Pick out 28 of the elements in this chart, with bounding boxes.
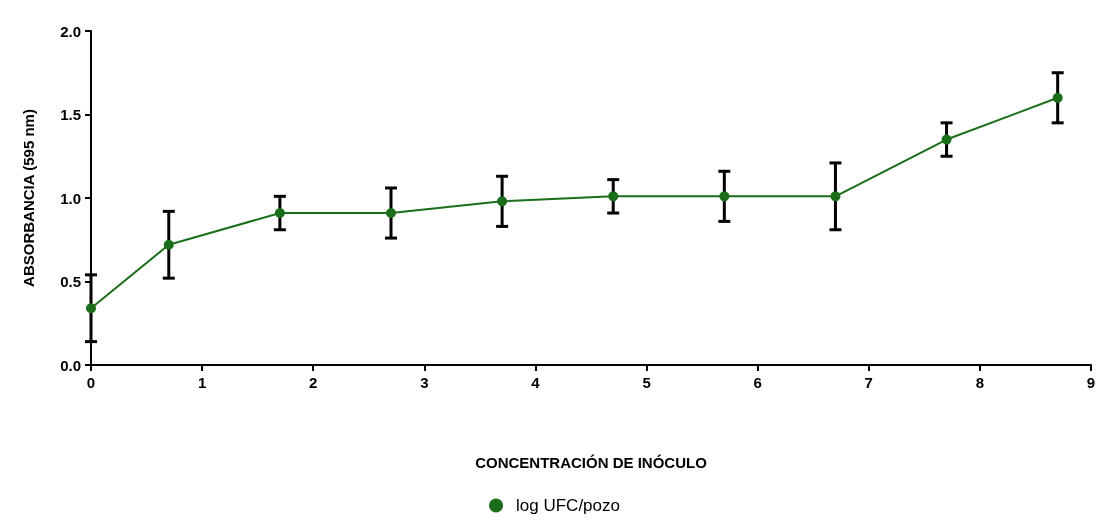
x-tick-label: 5 [642, 374, 651, 391]
point [719, 191, 730, 202]
point [1052, 92, 1063, 103]
legend-label: log UFC/pozo [516, 496, 620, 515]
y-tick-label: 0.5 [60, 273, 81, 290]
point [386, 208, 396, 219]
point [941, 134, 952, 145]
x-tick-label: 3 [420, 374, 429, 391]
x-tick-label: 7 [864, 374, 873, 391]
y-tick-label: 1.0 [60, 189, 81, 207]
x-tick-label: 1 [197, 374, 207, 391]
point [608, 191, 619, 202]
point [274, 208, 285, 219]
x-tick-label: 6 [753, 374, 762, 391]
y-axis-title: ABSORBANCIA (595 nm) [20, 109, 37, 287]
point [497, 196, 508, 207]
point [163, 239, 174, 250]
x-tick-label: 4 [531, 374, 541, 391]
point [830, 191, 841, 202]
y-tick-label: 1.5 [60, 106, 81, 123]
x-tick-label: 8 [975, 374, 985, 391]
x-tick-label: 2 [309, 374, 318, 391]
x-tick-label: 0 [86, 374, 96, 391]
x-tick-label: 9 [1086, 374, 1096, 391]
point [86, 303, 96, 314]
x-axis-title: CONCENTRACIÓN DE INÓCULO [475, 454, 708, 471]
y-tick-label: 0.0 [60, 356, 81, 374]
y-tick-label: 2.0 [60, 22, 81, 40]
